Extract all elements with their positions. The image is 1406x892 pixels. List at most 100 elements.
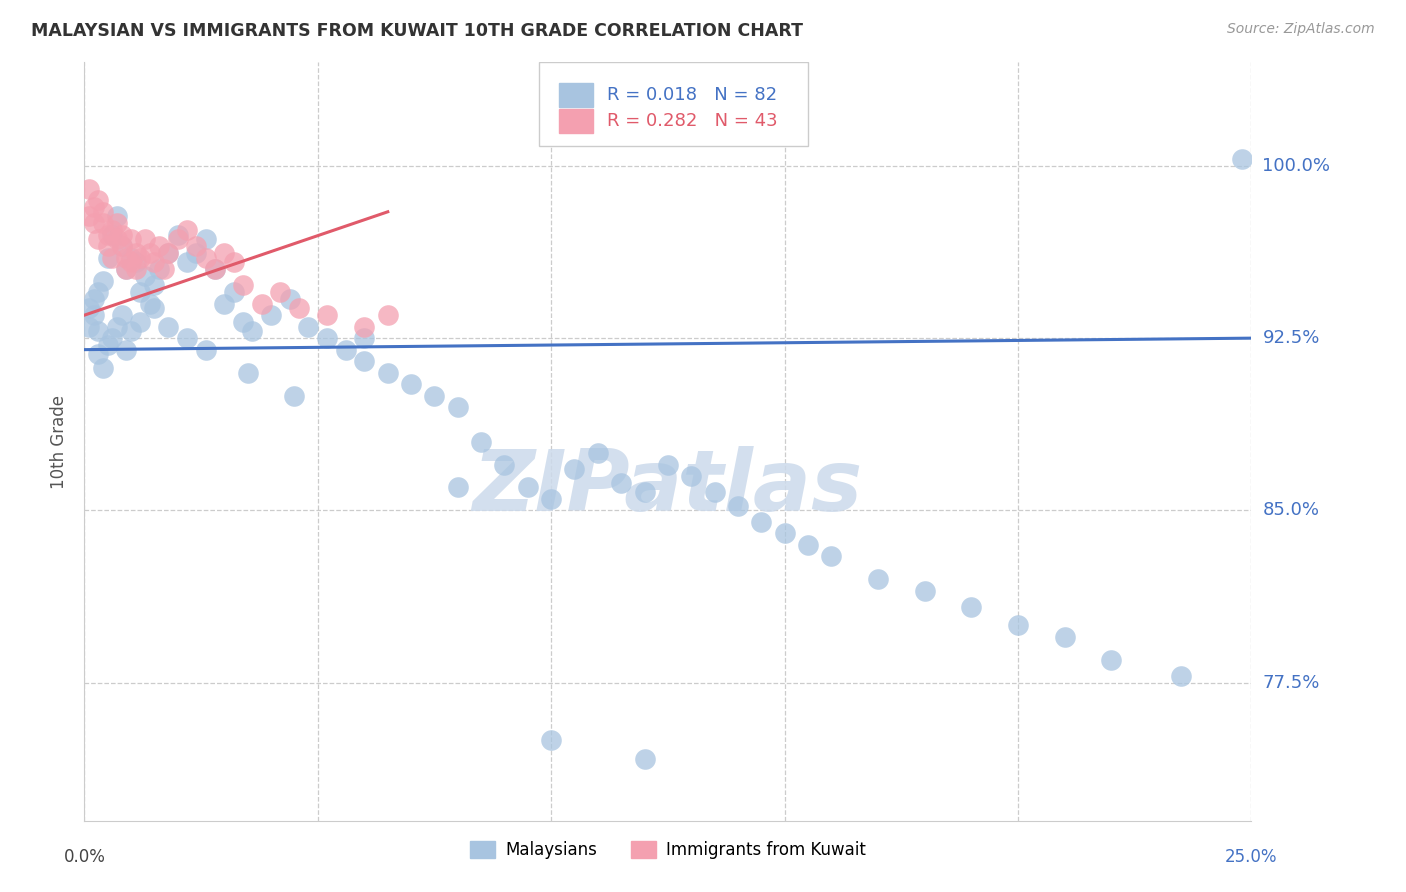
Point [143,255,166,269]
Point [152,262,174,277]
Point [176,255,198,269]
Point [83,292,105,306]
Point [120,255,142,269]
Point [91,216,114,230]
Point [283,388,305,402]
Point [194,343,217,357]
Point [111,308,134,322]
Point [111,227,134,242]
Point [134,232,156,246]
Point [125,262,148,277]
Text: 100.0%: 100.0% [1263,157,1330,175]
Point [316,308,339,322]
Point [97,251,120,265]
Point [176,223,198,237]
Point [186,246,208,260]
Point [87,232,110,246]
Point [120,251,142,265]
Point [1170,669,1192,683]
Point [353,354,375,368]
Point [101,251,124,265]
Point [186,239,208,253]
Point [232,315,254,329]
Point [204,262,226,277]
Point [105,232,128,246]
Point [125,255,148,269]
Point [77,301,100,316]
Point [166,227,188,242]
Point [447,400,470,414]
Point [222,285,245,300]
Point [166,232,188,246]
Point [143,278,166,293]
Point [1053,630,1076,644]
Point [91,361,114,376]
Point [222,255,245,269]
Point [353,319,375,334]
Point [250,296,273,310]
Point [278,292,301,306]
Legend: Malaysians, Immigrants from Kuwait: Malaysians, Immigrants from Kuwait [464,834,872,865]
Point [269,285,291,300]
Point [97,239,120,253]
Point [773,526,796,541]
Point [83,308,105,322]
Point [236,366,259,380]
Point [105,319,128,334]
Text: R = 0.018   N = 82: R = 0.018 N = 82 [607,86,778,104]
Point [377,366,399,380]
Point [120,232,142,246]
Point [134,269,156,284]
Point [335,343,357,357]
Text: R = 0.282   N = 43: R = 0.282 N = 43 [607,112,778,130]
Y-axis label: 10th Grade: 10th Grade [51,394,69,489]
Point [914,583,936,598]
Point [960,599,983,614]
Point [111,239,134,253]
Text: 92.5%: 92.5% [1263,329,1320,347]
Point [353,331,375,345]
Point [586,446,609,460]
Point [399,377,422,392]
Text: Source: ZipAtlas.com: Source: ZipAtlas.com [1227,22,1375,37]
Point [633,485,655,500]
FancyBboxPatch shape [540,62,808,145]
Point [610,475,633,490]
Point [87,324,110,338]
Point [681,469,703,483]
Text: 0.0%: 0.0% [63,848,105,866]
Point [115,262,138,277]
Point [194,251,217,265]
Point [657,458,679,472]
Point [77,182,100,196]
Point [125,246,148,260]
Point [204,262,226,277]
Point [749,515,772,529]
Point [1230,152,1253,166]
Point [797,538,820,552]
Point [83,200,105,214]
Point [87,285,110,300]
Point [97,227,120,242]
Point [143,301,166,316]
Point [129,251,152,265]
Point [194,232,217,246]
Point [377,308,399,322]
Point [77,210,100,224]
Point [540,491,562,506]
Point [111,239,134,253]
Point [97,338,120,352]
Point [1099,653,1122,667]
Point [866,573,889,587]
Point [138,296,160,310]
Point [1007,618,1029,632]
Point [316,331,339,345]
Point [87,194,110,208]
Text: 77.5%: 77.5% [1263,673,1320,692]
Point [297,319,319,334]
Point [115,262,138,277]
Bar [560,109,593,133]
Point [564,462,586,476]
Point [516,481,538,495]
Point [727,499,749,513]
